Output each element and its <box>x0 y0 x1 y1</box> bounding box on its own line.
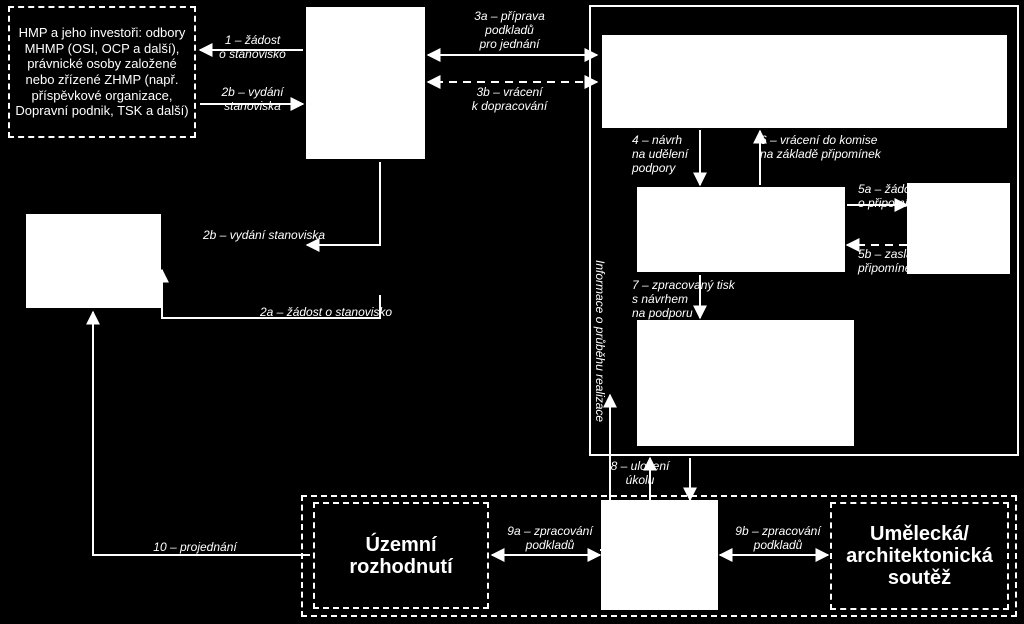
label-10: 10 – projednání <box>130 541 260 555</box>
label-6: 6 – vrácení do komise na základě připomí… <box>760 134 920 162</box>
label-8: 8 – uložení úkolu <box>595 460 685 488</box>
node-investori-text: HMP a jeho investoři: odbory MHMP (OSI, … <box>10 21 194 123</box>
label-9a: 9a – zpracování podkladů <box>495 525 605 553</box>
label-4: 4 – návrh na udělení podpory <box>632 134 732 175</box>
label-2b: 2b – vydání stanoviska <box>205 86 300 114</box>
label-7: 7 – zpracovaný tisk s návrhem na podporu <box>632 279 772 320</box>
label-3b: 3b – vrácení k dopracování <box>432 86 587 114</box>
label-5a: 5a – žádost o připomínky <box>858 183 953 211</box>
label-2b2: 2b – vydání stanoviska <box>203 229 383 243</box>
label-9b: 9b – zpracování podkladů <box>723 525 833 553</box>
node-bright: Umělecká/ architektonická soutěž <box>830 502 1009 610</box>
node-bleft-text: Územní rozhodnutí <box>315 534 487 578</box>
label-3a: 3a – příprava podkladů pro jednání <box>432 10 587 51</box>
node-bleft: Územní rozhodnutí <box>313 502 489 609</box>
node-bright-text: Umělecká/ architektonická soutěž <box>832 523 1007 589</box>
node-r1 <box>602 35 1007 128</box>
label-2a: 2a – žádost o stanovisko <box>260 306 420 320</box>
label-vertical: Informace o průběhu realizace <box>593 260 607 440</box>
node-r2 <box>637 187 845 272</box>
label-1: 1 – žádost o stanovisko <box>205 34 300 62</box>
node-n1 <box>306 7 425 159</box>
node-r4 <box>637 320 854 446</box>
node-n2 <box>26 214 161 308</box>
node-investori: HMP a jeho investoři: odbory MHMP (OSI, … <box>8 6 196 138</box>
label-5b: 5b – zaslání připomínek <box>858 248 953 276</box>
node-bcenter <box>601 500 718 610</box>
